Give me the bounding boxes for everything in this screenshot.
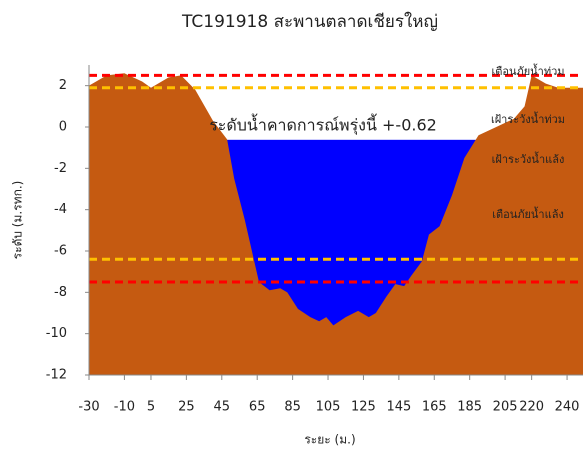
x-tick-label: 65: [249, 400, 266, 415]
x-tick-label: 165: [422, 400, 447, 415]
annotation: ระดับน้ำคาดการณ์พรุ่งนี้ +-0.62: [209, 114, 437, 136]
y-tick-label: -10: [46, 326, 67, 341]
x-axis-label: ระยะ (ม.): [304, 433, 355, 447]
x-tick-label: 45: [214, 400, 231, 415]
x-tick-label: -10: [114, 400, 135, 415]
threshold-label: เฝ้าระวังน้ำท่วม: [491, 111, 565, 126]
threshold-label: เฝ้าระวังน้ำแล้ง: [492, 151, 565, 166]
y-tick-label: -8: [54, 285, 67, 300]
x-tick-label: 105: [316, 400, 341, 415]
x-tick-label: 145: [386, 400, 411, 415]
x-tick-label: 205: [493, 400, 518, 415]
y-tick-label: -12: [46, 368, 67, 383]
threshold-label: เตือนภัยน้ำแล้ง: [492, 206, 564, 221]
ground-area: [89, 73, 583, 376]
y-tick-label: -4: [54, 202, 67, 217]
x-tick-label: 25: [178, 400, 195, 415]
x-tick-label: 240: [555, 400, 580, 415]
x-tick-label: 185: [457, 400, 482, 415]
threshold-label: เตือนภัยน้ำท่วม: [491, 63, 564, 78]
chart-title: TC191918 สะพานตลาดเชียรใหญ่: [181, 11, 438, 32]
x-tick-label: 85: [284, 400, 301, 415]
y-tick-label: -2: [54, 161, 67, 176]
y-axis-label: ระดับ (ม.รทก.): [11, 181, 25, 260]
y-tick-label: -6: [54, 244, 67, 259]
x-tick-label: 220: [519, 400, 544, 415]
y-tick-label: 0: [59, 120, 67, 135]
x-tick-label: 5: [147, 400, 155, 415]
y-tick-label: 2: [59, 78, 67, 93]
x-tick-label: -30: [78, 400, 99, 415]
x-tick-label: 125: [351, 400, 376, 415]
